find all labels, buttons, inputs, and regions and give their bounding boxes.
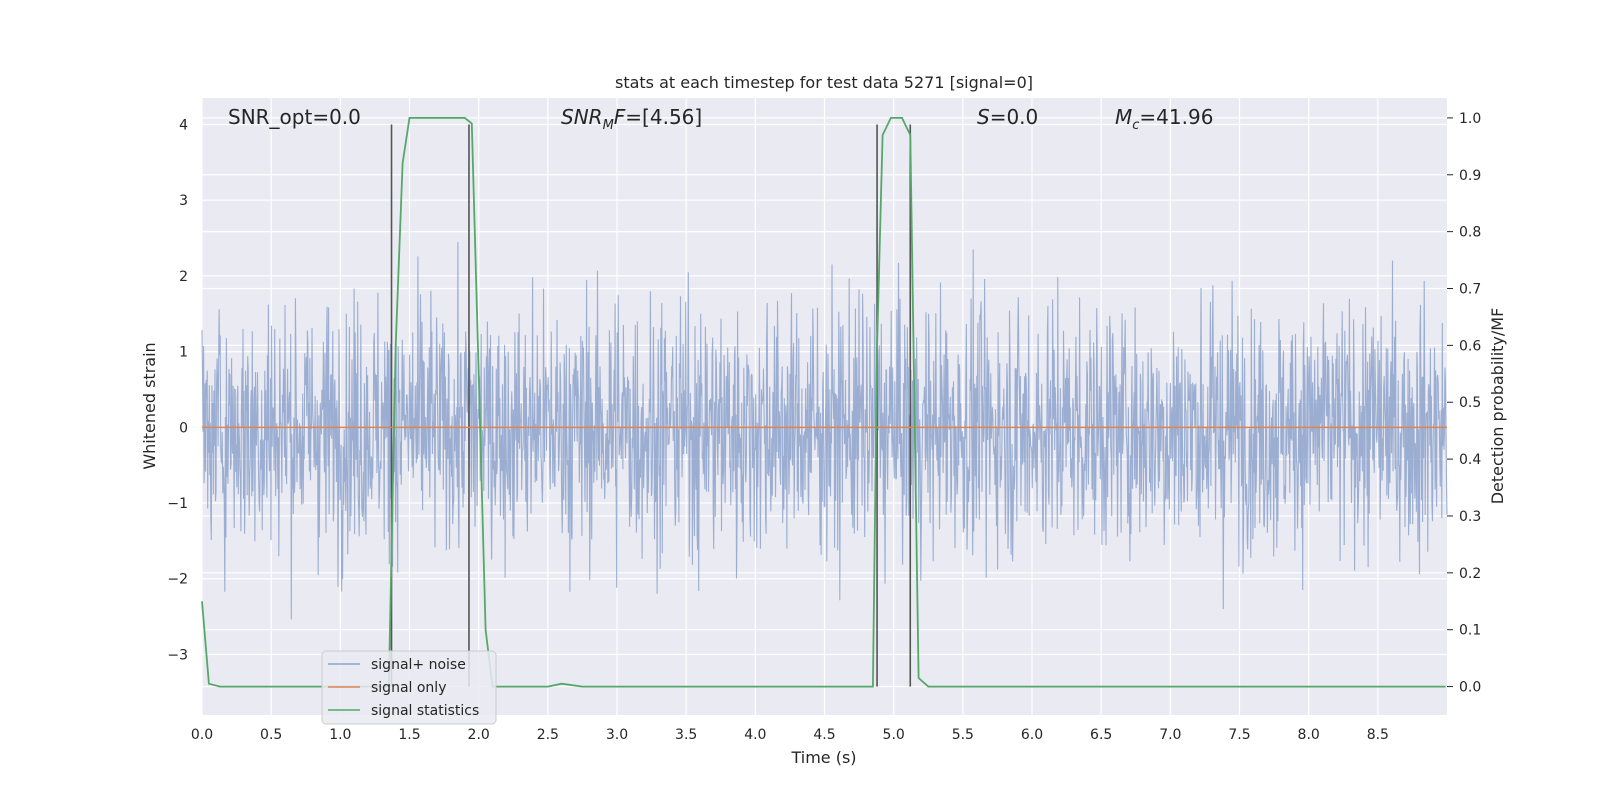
x-tick-label: 4.5	[813, 727, 835, 743]
annotation-s: S=0.0	[977, 105, 1038, 129]
noise-trace	[201, 241, 1448, 620]
y-tick-label: 4	[179, 117, 188, 133]
y-right-tick-label: 0.2	[1459, 566, 1481, 582]
x-tick-label: 0.5	[260, 727, 282, 743]
legend-label-signal: signal only	[371, 680, 446, 696]
x-tick-label: 6.5	[1090, 727, 1112, 743]
series-signal-plus-noise	[201, 241, 1448, 620]
x-tick-label: 8.5	[1367, 727, 1389, 743]
y-right-tick-label: 0.8	[1459, 225, 1481, 241]
y-tick-label: −3	[167, 647, 188, 663]
annotation-snr-mf: SNRMF=[4.56]	[561, 105, 702, 133]
x-tick-label: 5.5	[952, 727, 974, 743]
x-tick-label: 4.0	[744, 727, 766, 743]
y-axis-ticks: 4 3 2 1 0 −1 −2 −3	[167, 117, 188, 663]
chart-title: stats at each timestep for test data 527…	[615, 73, 1033, 92]
annotation-mc: Mc=41.96	[1115, 105, 1213, 133]
legend: signal+ noise signal only signal statist…	[321, 650, 497, 725]
y-right-tick-label: 0.5	[1459, 395, 1481, 411]
y-tick-label: 3	[179, 193, 188, 209]
mc-name: M	[1115, 105, 1132, 129]
x-tick-label: 3.0	[606, 727, 628, 743]
y-tick-label: −2	[167, 572, 188, 588]
grid	[201, 98, 1447, 715]
annotation-snr-opt: SNR_opt=0.0	[228, 105, 361, 129]
y-right-tick-label: 0.9	[1459, 168, 1481, 184]
x-tick-label: 7.0	[1159, 727, 1181, 743]
y-right-tick-label: 0.0	[1459, 680, 1481, 696]
y-right-tick-label: 0.4	[1459, 452, 1481, 468]
x-tick-label: 8.0	[1298, 727, 1320, 743]
legend-label-noise: signal+ noise	[371, 657, 466, 673]
x-tick-label: 5.0	[883, 727, 905, 743]
signal-statistics-line	[201, 117, 1446, 688]
legend-box	[321, 650, 497, 725]
x-axis-ticks: 0.0 0.5 1.0 1.5 2.0 2.5 3.0 3.5 4.0 4.5 5.0 5.5 6.0 6…	[191, 727, 1389, 743]
y-tick-label: 2	[179, 269, 188, 285]
y-right-tick-label: 0.3	[1459, 509, 1481, 525]
x-tick-label: 1.0	[329, 727, 351, 743]
mc-subscript: c	[1132, 118, 1139, 133]
y-right-tick-label: 0.1	[1459, 623, 1481, 639]
y-tick-label: 1	[179, 345, 188, 361]
snr-mf-suffix: F	[614, 105, 626, 129]
y-right-tick-label: 0.7	[1459, 282, 1481, 298]
y-right-axis-label: Detection probability/MF	[1488, 308, 1507, 505]
x-tick-label: 6.0	[1021, 727, 1043, 743]
mc-value: =41.96	[1139, 105, 1213, 129]
s-name: S	[977, 105, 990, 129]
x-tick-label: 7.5	[1228, 727, 1250, 743]
snr-mf-subscript: M	[603, 118, 614, 133]
y-right-axis-ticks: 1.0 0.9 0.8 0.7 0.6 0.5 0.4 0.3 0.2 0.1 0.0	[1447, 111, 1481, 696]
x-tick-label: 2.0	[468, 727, 490, 743]
y-right-tick-label: 1.0	[1459, 111, 1481, 127]
y-tick-label: −1	[167, 496, 188, 512]
series-signal-statistics	[201, 117, 1446, 688]
x-axis-label: Time (s)	[790, 748, 856, 767]
legend-label-stat: signal statistics	[371, 703, 479, 719]
x-tick-label: 3.5	[675, 727, 697, 743]
snr-mf-name: SNR	[561, 105, 603, 129]
s-value: =0.0	[990, 105, 1039, 129]
x-tick-label: 2.5	[537, 727, 559, 743]
y-tick-label: 0	[179, 420, 188, 436]
y-right-tick-label: 0.6	[1459, 338, 1481, 354]
y-axis-label: Whitened strain	[140, 342, 159, 469]
x-tick-label: 1.5	[398, 727, 420, 743]
snr-mf-value: =[4.56]	[625, 105, 702, 129]
x-tick-label: 0.0	[191, 727, 213, 743]
